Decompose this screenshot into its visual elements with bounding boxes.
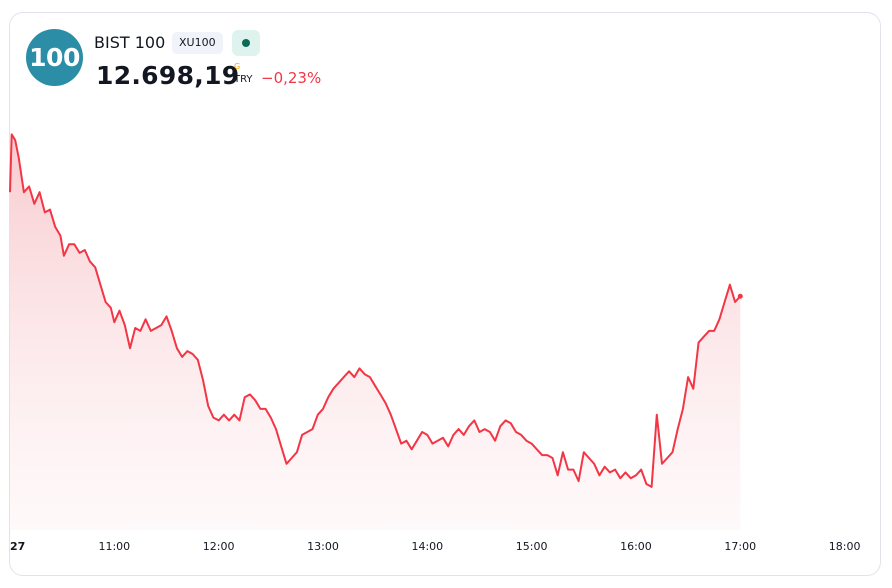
x-tick-label: 15:00 [516,540,548,553]
x-axis: 27 11:00 12:00 13:00 14:00 15:00 16:00 17:00 18:… [10,540,860,553]
x-tick-label: 14:00 [411,540,443,553]
last-price-marker [737,293,743,299]
price-area-fill [10,134,741,530]
x-tick-label: 13:00 [307,540,339,553]
last-price: 12.698,19 [96,61,240,90]
market-status-badge [232,30,260,56]
price-flag: G [234,62,241,71]
symbol-name[interactable]: BIST 100 [94,33,166,52]
x-tick-label: 16:00 [620,540,652,553]
x-tick-label: 17:00 [724,540,756,553]
price-change: −0,23% [261,69,322,87]
currency-label: TRY [234,74,253,85]
x-tick-label: 12:00 [203,540,235,553]
x-tick-label: 27 [10,540,25,553]
x-tick-label: 18:00 [829,540,861,553]
x-tick-label: 11:00 [98,540,130,553]
price-line [9,133,742,488]
market-open-dot-icon [242,39,250,47]
index-logo: 100 [26,29,83,86]
ticker-badge: XU100 [172,32,223,54]
